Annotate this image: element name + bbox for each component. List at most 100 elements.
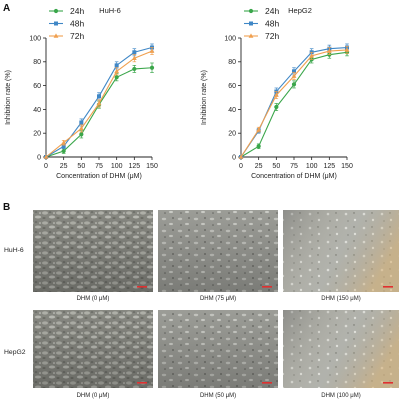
x-axis-label: Concentration of DHM (μM) [56,173,142,180]
data-point [273,92,279,97]
y-tick-label: 0 [232,154,236,161]
chart-hepg2: 0 20 40 60 80 100 0 25 50 75 100 125 150 Concentratio… [201,6,353,180]
data-point [43,154,49,159]
y-tick-label: 20 [228,131,236,138]
legend-marker [54,21,58,26]
scale-bar [383,382,393,384]
caption-huh6-0: DHM (0 μM) [77,296,110,302]
chart-title: HepG2 [288,6,312,15]
y-tick-label: 60 [33,83,41,90]
y-tick-label: 60 [228,83,236,90]
y-tick-label: 80 [228,59,236,66]
caption-huh6-1: DHM (75 μM) [200,296,236,302]
panel-label-b: B [3,202,10,213]
micrograph-hepg2-2 [283,310,399,388]
micrograph-hepg2-1 [158,310,278,388]
legend-label: 24h [70,6,84,16]
data-point [61,148,66,154]
data-point [97,94,101,99]
legend-marker [248,33,254,38]
x-tick-label: 100 [306,163,318,170]
series-line-48h [240,46,348,158]
caption-huh6-2: DHM (150 μM) [321,296,360,302]
scale-bar [137,382,147,384]
x-tick-label: 50 [77,163,85,170]
data-point [132,66,137,72]
x-tick-label: 0 [239,163,243,170]
x-tick-label: 25 [60,163,68,170]
data-point [344,47,350,52]
scale-bar [262,382,272,384]
legend-label: 48h [265,19,279,29]
y-axis-label: Inhibition rate (%) [5,70,12,125]
x-tick-label: 125 [128,163,140,170]
y-tick-label: 0 [37,154,41,161]
x-tick-label: 125 [323,163,335,170]
x-tick-label: 25 [255,163,263,170]
x-tick-label: 100 [111,163,123,170]
panel-label-a: A [3,3,10,14]
data-point [309,53,315,58]
chart-title: HuH-6 [99,6,121,15]
chart-huh6: 0 20 40 60 80 100 0 25 50 75 100 125 150 Concentratio… [5,6,158,180]
x-tick-label: 150 [146,163,158,170]
data-point [291,73,297,78]
data-point [79,132,84,137]
y-tick-label: 20 [33,131,41,138]
data-point [291,82,297,87]
scale-bar [262,286,272,288]
series-line-72h [240,49,348,158]
legend-marker [249,21,253,26]
y-tick-label: 40 [33,107,41,114]
data-point [79,120,84,125]
caption-hepg2-0: DHM (0 μM) [77,393,110,399]
legend-marker [53,8,59,14]
data-point [256,127,262,132]
legend-marker [53,33,59,38]
data-point [292,69,296,74]
y-tick-label: 80 [33,59,41,66]
x-axis-label: Concentration of DHM (μM) [251,173,337,180]
data-point [149,48,155,53]
data-point [114,63,119,68]
x-tick-label: 150 [341,163,353,170]
y-axis-label: Inhibition rate (%) [201,70,208,125]
data-point [326,48,332,53]
x-tick-label: 0 [44,163,48,170]
scale-bar [137,286,147,288]
x-tick-label: 50 [272,163,280,170]
row-label-hepg2: HepG2 [4,349,26,356]
caption-hepg2-2: DHM (100 μM) [321,393,360,399]
y-tick-label: 40 [228,107,236,114]
x-tick-label: 75 [95,163,103,170]
data-point [78,125,84,131]
micrograph-huh6-2 [283,210,399,292]
legend-marker [248,8,254,14]
data-point [96,100,102,106]
x-tick-label: 75 [290,163,298,170]
data-point [274,104,279,110]
caption-hepg2-1: DHM (50 μM) [200,393,236,399]
y-tick-label: 100 [224,35,236,42]
data-point [149,65,155,70]
data-point [238,154,244,159]
legend-label: 24h [265,6,279,16]
scale-bar [383,286,393,288]
micrograph-hepg2-0 [33,310,153,388]
data-point [114,68,120,74]
legend-label: 72h [70,31,84,41]
row-label-huh6: HuH-6 [4,247,24,254]
data-point [132,50,137,55]
y-tick-label: 100 [29,35,41,42]
data-point [61,140,67,145]
data-point [131,55,137,61]
legend-label: 48h [70,19,84,29]
data-point [61,144,66,149]
data-point [114,75,119,80]
micrograph-huh6-1 [158,210,278,292]
data-point [256,144,261,149]
legend-label: 72h [265,31,279,41]
micrograph-huh6-0 [33,210,153,292]
micrograph-panel: HuH-6 HepG2 DHM (0 μM) DHM (75 μM) DHM (… [4,210,399,399]
